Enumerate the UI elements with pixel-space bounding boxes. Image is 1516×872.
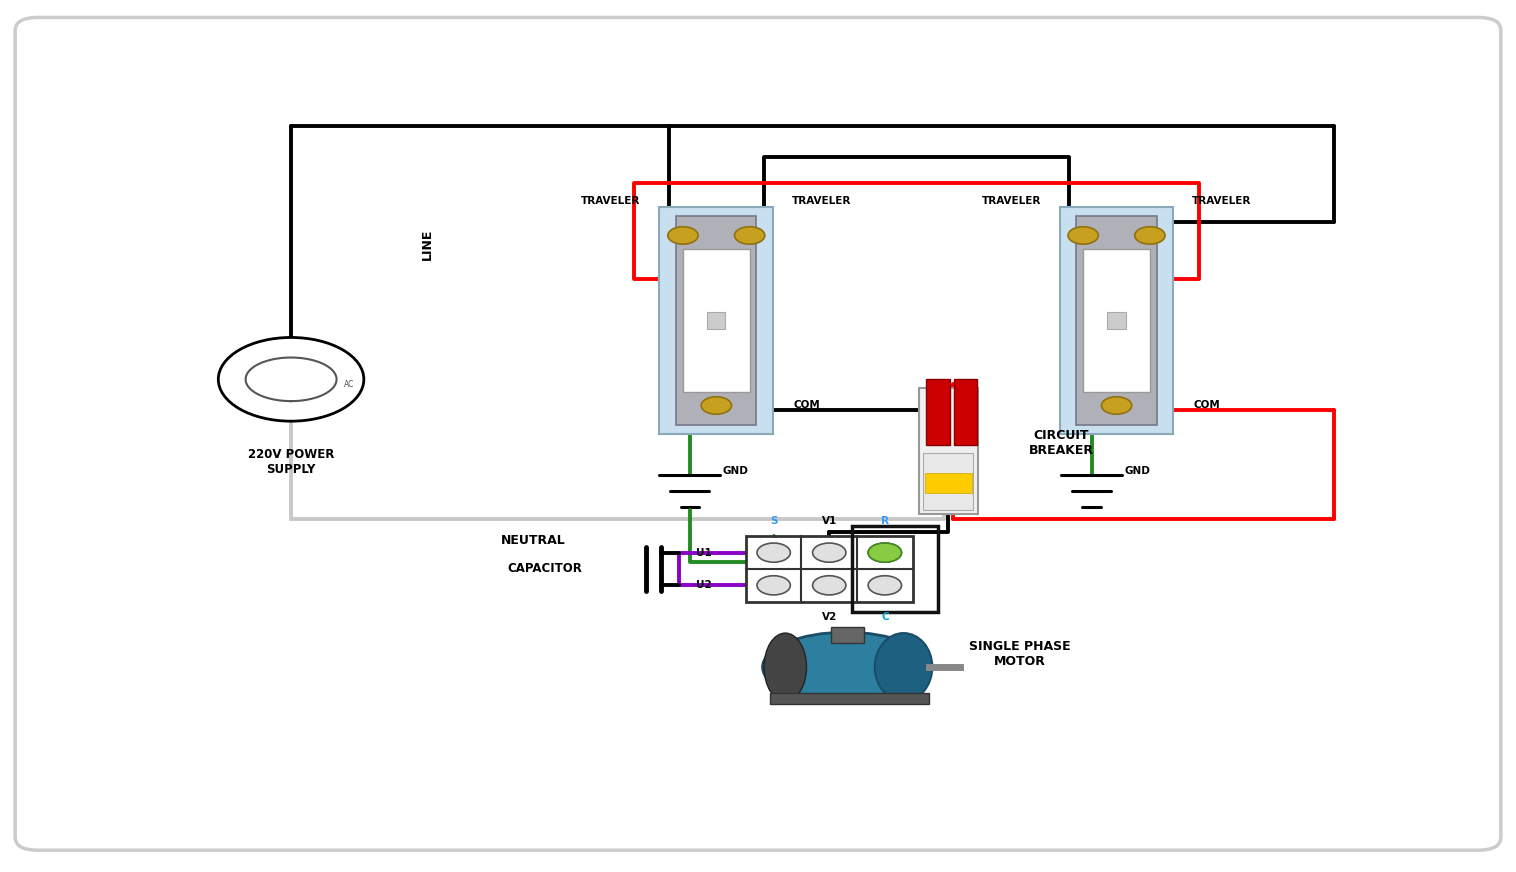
Text: GND: GND (722, 466, 749, 476)
Text: S: S (770, 515, 778, 526)
FancyBboxPatch shape (1082, 249, 1149, 392)
FancyBboxPatch shape (15, 17, 1501, 850)
FancyBboxPatch shape (925, 473, 972, 493)
Text: LINE: LINE (421, 228, 434, 260)
Circle shape (756, 576, 790, 595)
Circle shape (1067, 227, 1098, 244)
FancyBboxPatch shape (659, 207, 773, 434)
Circle shape (756, 543, 790, 562)
Text: U1: U1 (696, 548, 711, 557)
Text: 220V POWER
SUPPLY: 220V POWER SUPPLY (249, 448, 334, 476)
Text: TRAVELER: TRAVELER (581, 195, 641, 206)
FancyBboxPatch shape (676, 216, 756, 425)
Circle shape (1134, 227, 1164, 244)
FancyBboxPatch shape (1107, 311, 1125, 329)
FancyBboxPatch shape (831, 627, 864, 643)
FancyBboxPatch shape (954, 379, 978, 445)
Text: TRAVELER: TRAVELER (981, 195, 1041, 206)
FancyBboxPatch shape (746, 536, 913, 602)
Circle shape (667, 227, 697, 244)
FancyBboxPatch shape (1076, 216, 1157, 425)
Circle shape (869, 543, 902, 562)
Circle shape (869, 576, 902, 595)
Circle shape (813, 576, 846, 595)
Text: GND: GND (1123, 466, 1151, 476)
Text: TRAVELER: TRAVELER (791, 195, 852, 206)
FancyBboxPatch shape (926, 379, 951, 445)
Ellipse shape (875, 633, 932, 701)
FancyBboxPatch shape (919, 388, 978, 514)
Text: AC: AC (344, 380, 353, 389)
Ellipse shape (763, 632, 929, 702)
Text: C: C (881, 612, 888, 623)
Ellipse shape (764, 633, 807, 701)
Circle shape (813, 543, 846, 562)
Circle shape (700, 397, 731, 414)
Text: CIRCUIT
BREAKER: CIRCUIT BREAKER (1029, 428, 1093, 457)
Text: CAPACITOR: CAPACITOR (508, 562, 582, 576)
Text: V1: V1 (822, 515, 837, 526)
Text: COM: COM (793, 400, 820, 411)
FancyBboxPatch shape (770, 693, 929, 704)
Text: R: R (881, 515, 888, 526)
Text: V2: V2 (822, 612, 837, 623)
Text: NEUTRAL: NEUTRAL (502, 535, 565, 547)
Text: TRAVELER: TRAVELER (1192, 195, 1252, 206)
FancyBboxPatch shape (682, 249, 749, 392)
Text: U2: U2 (696, 581, 711, 590)
Circle shape (735, 227, 764, 244)
Text: SINGLE PHASE
MOTOR: SINGLE PHASE MOTOR (969, 640, 1072, 668)
Circle shape (218, 337, 364, 421)
FancyBboxPatch shape (1060, 207, 1173, 434)
Circle shape (1101, 397, 1131, 414)
FancyBboxPatch shape (923, 453, 973, 510)
FancyBboxPatch shape (706, 311, 726, 329)
Text: COM: COM (1193, 400, 1220, 411)
Circle shape (869, 543, 902, 562)
